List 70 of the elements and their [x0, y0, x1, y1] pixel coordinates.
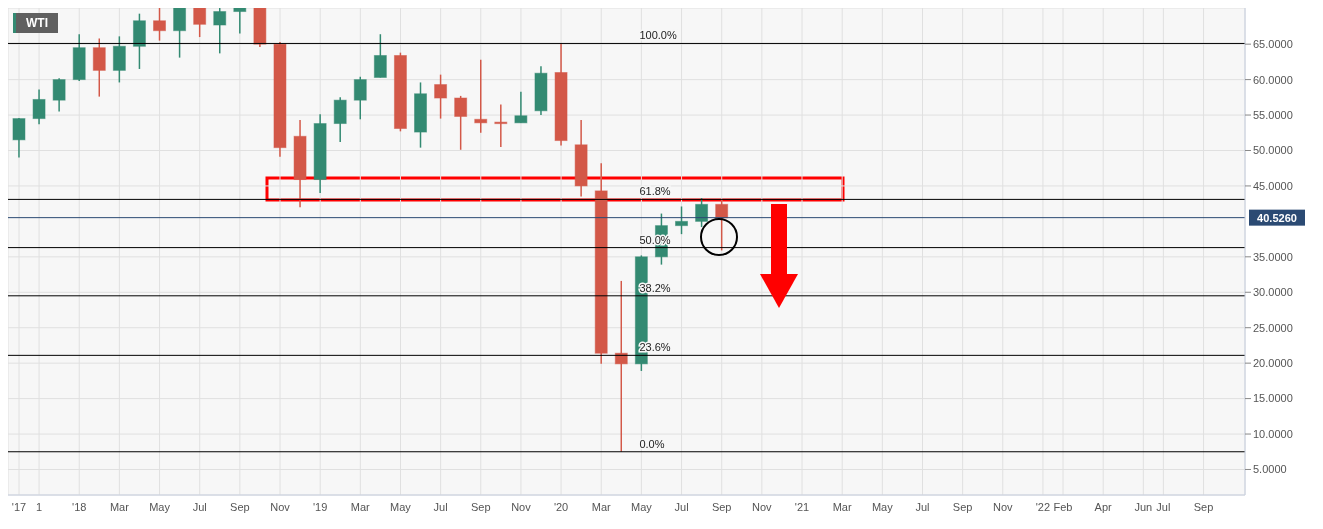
- x-tick-label: Mar: [832, 500, 852, 513]
- y-tick-label: 45.0000: [1253, 179, 1293, 192]
- x-tick-label: Jul: [1156, 500, 1171, 513]
- candlestick: [12, 117, 26, 159]
- x-tick-label: Feb: [1053, 500, 1073, 513]
- x-tick-label: Sep: [952, 500, 973, 513]
- annotation: 100.0%: [639, 29, 677, 42]
- x-tick-label: May: [871, 500, 894, 513]
- x-tick-label: '19: [312, 500, 328, 513]
- y-tick-label: 55.0000: [1253, 108, 1293, 121]
- x-tick-label: Apr: [1094, 500, 1113, 513]
- text: WTI: [13, 13, 58, 33]
- candlestick: [675, 205, 689, 235]
- y-tick-label: 10.0000: [1253, 427, 1293, 440]
- candlestick: [92, 37, 106, 98]
- candlestick: [193, 8, 207, 38]
- x-tick-label: '22: [1035, 500, 1051, 513]
- x-tick-label: Jun: [1134, 500, 1153, 513]
- candlestick: [434, 73, 448, 120]
- y-tick-label: 25.0000: [1253, 321, 1293, 334]
- x-tick-label: Mar: [591, 500, 612, 513]
- candlestick: [333, 96, 347, 143]
- candlestick: [32, 88, 46, 126]
- x-tick-label: Mar: [109, 500, 130, 513]
- annotation: 61.8%: [639, 185, 671, 198]
- candlestick: [233, 8, 247, 35]
- x-tick-label: 1: [36, 500, 43, 513]
- y-tick-label: 15.0000: [1253, 392, 1293, 405]
- x-tick-label: Sep: [470, 500, 491, 513]
- x-tick-label: Jul: [192, 500, 207, 513]
- y-tick-label: 35.0000: [1253, 250, 1293, 263]
- candlestick: [474, 59, 488, 134]
- x-tick-label: Nov: [752, 500, 773, 513]
- candlestick: [213, 8, 227, 55]
- candlestick: [173, 8, 187, 59]
- x-tick-label: Jul: [433, 500, 448, 513]
- x-tick-label: Sep: [230, 500, 250, 513]
- candlestick: [715, 199, 729, 252]
- y-tick-label: 65.0000: [1253, 38, 1293, 51]
- y-tick-label: 20.0000: [1253, 357, 1293, 370]
- x-tick-label: Nov: [270, 500, 291, 513]
- x-tick-label: Sep: [711, 500, 732, 513]
- x-tick-label: May: [390, 500, 412, 513]
- candlestick: [514, 90, 528, 124]
- candlestick: [52, 77, 66, 113]
- candlestick: [454, 95, 468, 151]
- x-tick-label: Jul: [674, 500, 689, 513]
- annotation: 0.0%: [639, 437, 665, 450]
- ref-line-label: 40.5260: [1257, 211, 1297, 224]
- x-tick-label: '18: [72, 500, 87, 513]
- x-tick-label: Nov: [993, 500, 1014, 513]
- y-tick-label: 60.0000: [1253, 73, 1293, 86]
- y-tick-label: 30.0000: [1253, 286, 1293, 299]
- x-tick-label: May: [631, 500, 653, 513]
- x-tick-label: Nov: [511, 500, 532, 513]
- x-tick-label: '21: [794, 500, 810, 513]
- x-tick-label: '17: [11, 500, 27, 513]
- candlestick: [695, 197, 709, 228]
- candlestick: [153, 8, 167, 42]
- y-tick-label: 5.0000: [1253, 463, 1287, 476]
- x-tick-label: '20: [553, 500, 569, 513]
- y-tick-label: 50.0000: [1253, 144, 1293, 157]
- x-tick-label: Sep: [1193, 500, 1214, 513]
- candlestick: [373, 33, 387, 79]
- candlestick: [353, 76, 367, 121]
- x-tick-label: Jul: [915, 500, 930, 513]
- x-tick-label: May: [149, 500, 171, 513]
- candlestick: [614, 280, 628, 453]
- x-tick-label: Mar: [350, 500, 371, 513]
- candlestick: [494, 103, 508, 148]
